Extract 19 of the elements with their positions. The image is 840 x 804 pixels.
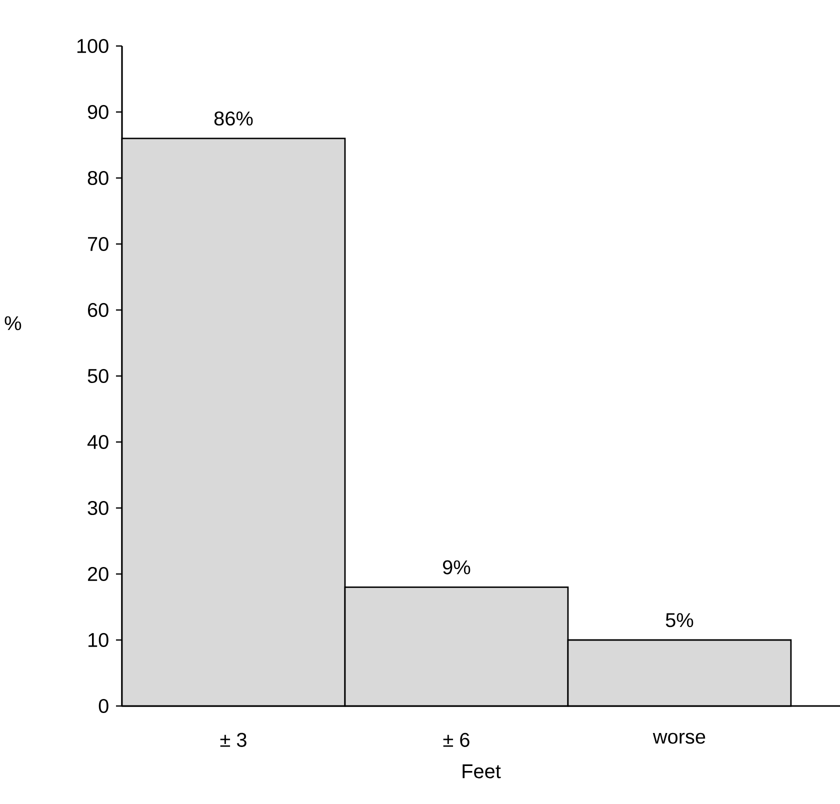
annotation: 86% <box>214 111 253 126</box>
y-axis-title: % <box>4 316 22 330</box>
y-tick-label: 50 <box>88 368 108 384</box>
y-tick-label: 90 <box>88 104 108 120</box>
x-axis-title: Feet <box>462 764 501 778</box>
y-tick-label: 10 <box>88 632 108 648</box>
y-tick-label: 60 <box>88 302 108 318</box>
y-tick-label: 0 <box>98 698 108 714</box>
annotation: 9% <box>443 560 470 574</box>
x-tick-label: worse <box>652 732 706 744</box>
y-tick-label: 20 <box>88 566 108 582</box>
y-tick-label: 70 <box>88 236 108 252</box>
x-tick-label: ± 6 <box>443 732 470 747</box>
y-tick-label: 80 <box>88 170 108 186</box>
y-tick-label: 40 <box>87 434 108 450</box>
annotation: 5% <box>666 613 694 628</box>
y-tick-label: 30 <box>88 500 108 516</box>
x-tick-label: ± 3 <box>220 732 246 747</box>
y-tick-label: 100 <box>77 38 108 54</box>
